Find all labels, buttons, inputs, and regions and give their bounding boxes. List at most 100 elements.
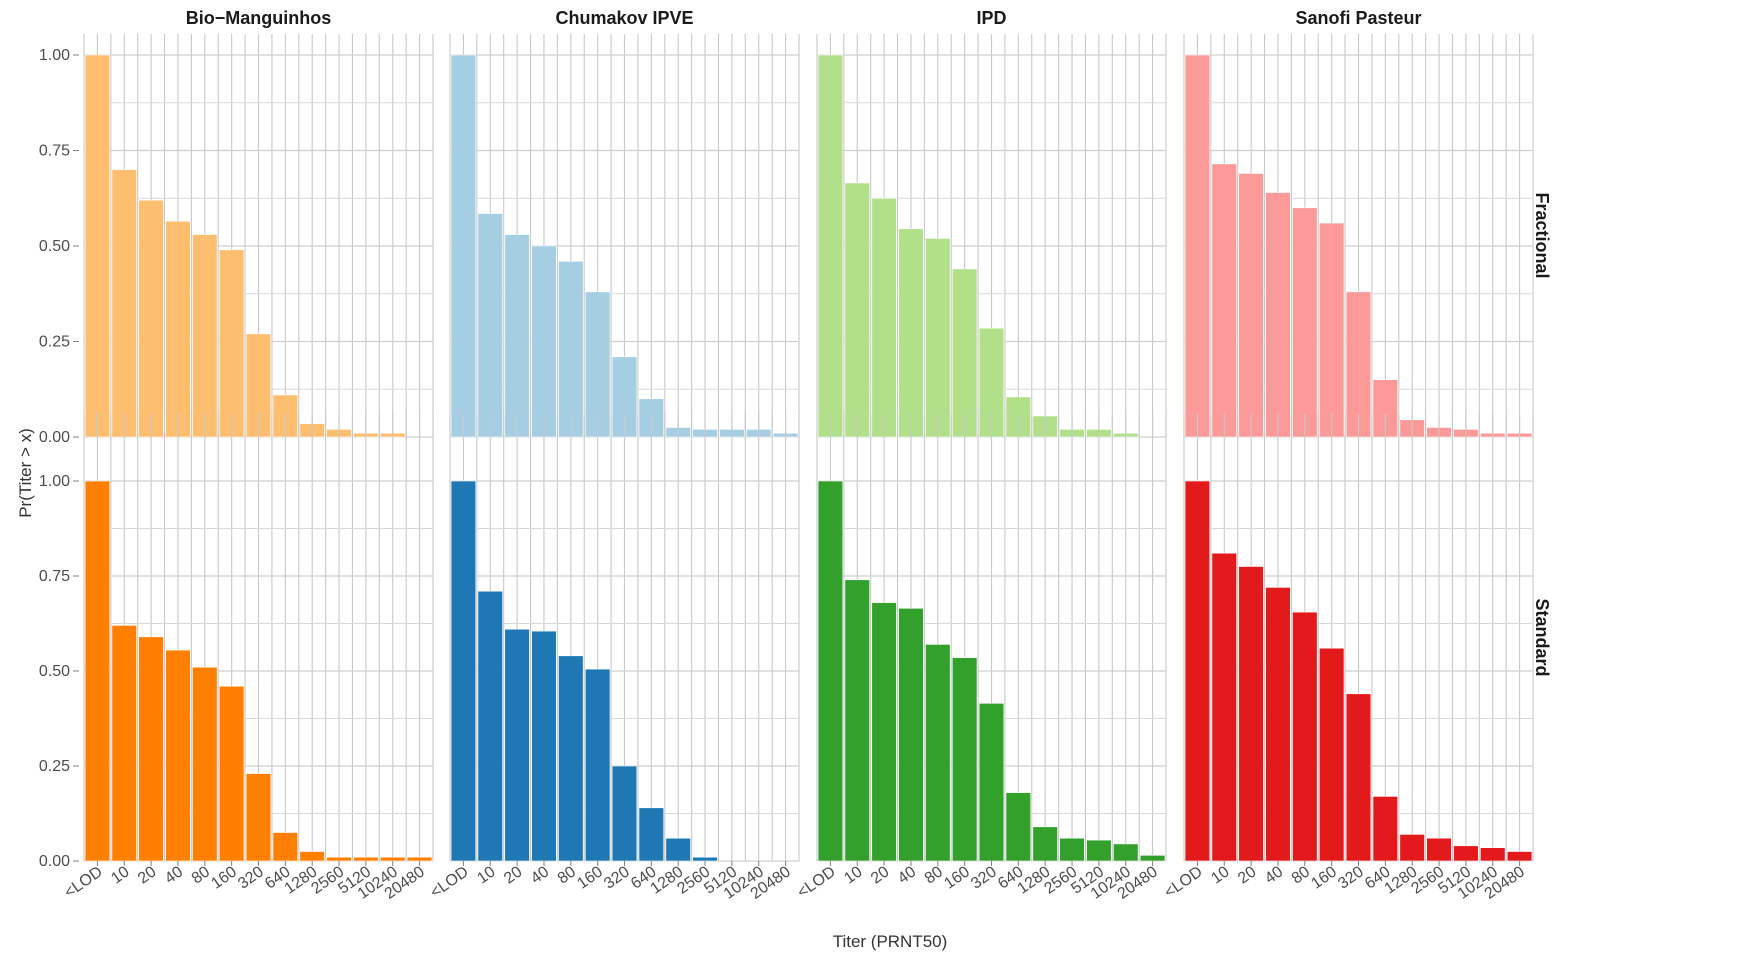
row-label-fractional: Fractional	[1532, 192, 1552, 278]
bar-ipd-standard-10240	[1113, 843, 1139, 862]
bar-chumakov-ipve-standard-160	[585, 668, 611, 862]
bar-chumakov-ipve-standard-lod	[450, 480, 477, 862]
column-title-ipd: IPD	[976, 8, 1006, 28]
bar-sanofi-pasteur-standard-5120	[1453, 845, 1479, 862]
bar-ipd-fractional-80	[925, 238, 951, 438]
y-axis-title: Pr(Titer > x)	[16, 428, 35, 518]
bar-ipd-standard-5120	[1086, 839, 1112, 862]
bar-sanofi-pasteur-standard-10	[1211, 552, 1237, 862]
bar-chumakov-ipve-fractional-40	[531, 245, 557, 438]
x-tick-label-chumakov-ipve-40: 40	[528, 863, 552, 887]
row-label-standard: Standard	[1532, 598, 1552, 676]
bar-bio-manguinhos-standard-320	[245, 773, 272, 862]
bar-sanofi-pasteur-standard-20	[1238, 566, 1264, 862]
column-title-sanofi-pasteur: Sanofi Pasteur	[1295, 8, 1421, 28]
bar-bio-manguinhos-standard-20	[138, 636, 164, 862]
bar-sanofi-pasteur-standard-10240	[1480, 847, 1506, 862]
y-tick-label-standard-0-00: 0.00	[39, 853, 70, 870]
x-tick-label-chumakov-ipve-lod: <LOD	[427, 863, 471, 901]
bar-sanofi-pasteur-standard-80	[1292, 611, 1318, 862]
x-tick-label-sanofi-pasteur-80: 80	[1289, 863, 1313, 887]
bar-chumakov-ipve-standard-1280	[665, 837, 691, 862]
y-tick-label-fractional-0-50: 0.50	[39, 238, 70, 255]
bar-bio-manguinhos-fractional-10	[111, 169, 137, 438]
bar-bio-manguinhos-fractional-80	[192, 234, 218, 438]
panel-bio-manguinhos-standard: 0.000.250.500.751.00<LOD 10 20 40 8016032064…	[39, 414, 434, 903]
y-tick-label-standard-0-25: 0.25	[39, 758, 70, 775]
bar-chumakov-ipve-fractional-10	[477, 213, 503, 438]
bar-bio-manguinhos-fractional-40	[165, 220, 191, 438]
bar-ipd-standard-20480	[1139, 854, 1166, 862]
bar-chumakov-ipve-standard-10	[477, 590, 503, 862]
x-tick-label-bio-manguinhos-20: 20	[135, 863, 159, 887]
panel-chumakov-ipve-standard: <LOD 10 20 40 801603206401280256051201024020…	[427, 414, 800, 903]
panels-layer: Bio−Manguinhos 0.00 0.25 0.50 0.75 1.00 Chumak…	[39, 8, 1552, 903]
bar-sanofi-pasteur-standard-2560	[1426, 837, 1452, 862]
bar-sanofi-pasteur-standard-20480	[1506, 851, 1533, 862]
column-title-bio-manguinhos: Bio−Manguinhos	[186, 8, 332, 28]
bar-chumakov-ipve-standard-80	[558, 655, 584, 862]
x-tick-label-chumakov-ipve-20: 20	[501, 863, 525, 887]
bar-chumakov-ipve-standard-640	[638, 807, 664, 862]
bar-sanofi-pasteur-standard-lod	[1184, 480, 1211, 862]
bar-ipd-fractional-20	[871, 197, 897, 438]
bar-bio-manguinhos-standard-640	[272, 832, 298, 862]
panel-bio-manguinhos-fractional: Bio−Manguinhos 0.00 0.25 0.50 0.75 1.00	[39, 8, 434, 446]
panel-ipd-standard: <LOD 10 20 40 801603206401280256051201024020…	[794, 414, 1167, 903]
bar-sanofi-pasteur-fractional-10	[1211, 163, 1237, 438]
y-tick-label-fractional-1-00: 1.00	[39, 47, 70, 64]
panel-sanofi-pasteur-fractional: Sanofi Pasteur Fractional	[1183, 8, 1552, 438]
bar-ipd-standard-160	[952, 657, 978, 862]
bar-sanofi-pasteur-standard-1280	[1399, 834, 1425, 862]
bar-bio-manguinhos-standard-2560	[326, 856, 352, 862]
bar-sanofi-pasteur-fractional-lod	[1184, 54, 1211, 438]
bar-ipd-fractional-40	[898, 228, 924, 438]
x-tick-label-ipd-10: 10	[841, 863, 865, 887]
bar-sanofi-pasteur-standard-320	[1345, 693, 1372, 862]
x-tick-label-bio-manguinhos-40: 40	[162, 863, 186, 887]
bar-sanofi-pasteur-standard-640	[1372, 796, 1398, 862]
bar-bio-manguinhos-standard-80	[192, 666, 218, 862]
bar-chumakov-ipve-standard-40	[531, 630, 557, 862]
bar-ipd-fractional-10	[844, 182, 870, 438]
bar-ipd-standard-10	[844, 579, 870, 862]
bar-bio-manguinhos-standard-160	[219, 685, 245, 862]
x-tick-label-ipd-lod: <LOD	[794, 863, 838, 901]
bar-sanofi-pasteur-standard-40	[1265, 587, 1291, 862]
bar-chumakov-ipve-standard-320	[611, 765, 638, 862]
x-tick-label-chumakov-ipve-80: 80	[555, 863, 579, 887]
bar-bio-manguinhos-standard-5120	[353, 856, 379, 862]
panel-sanofi-pasteur-standard: Standard<LOD 10 20 40 8016032064012802560512…	[1161, 414, 1552, 903]
bar-bio-manguinhos-fractional-160	[219, 249, 245, 438]
bar-bio-manguinhos-standard-40	[165, 649, 191, 862]
bar-chumakov-ipve-fractional-lod	[450, 54, 477, 438]
y-tick-label-fractional-0-25: 0.25	[39, 334, 70, 351]
y-tick-label-fractional-0-00: 0.00	[39, 429, 70, 446]
bar-bio-manguinhos-standard-1280	[299, 851, 325, 862]
x-tick-label-ipd-20: 20	[868, 863, 892, 887]
bar-bio-manguinhos-standard-lod	[84, 480, 111, 862]
x-tick-label-sanofi-pasteur-lod: <LOD	[1161, 863, 1205, 901]
y-tick-label-standard-0-75: 0.75	[39, 568, 70, 585]
bar-chumakov-ipve-fractional-160	[585, 291, 611, 438]
bar-ipd-standard-20	[871, 602, 897, 862]
x-tick-label-chumakov-ipve-10: 10	[474, 863, 498, 887]
x-tick-label-ipd-40: 40	[895, 863, 919, 887]
bar-ipd-standard-40	[898, 607, 924, 862]
bar-ipd-fractional-lod	[817, 54, 844, 438]
bar-chumakov-ipve-standard-20	[504, 628, 530, 862]
bar-sanofi-pasteur-standard-160	[1319, 647, 1345, 862]
bar-ipd-standard-1280	[1032, 826, 1058, 862]
bar-chumakov-ipve-fractional-20	[504, 234, 530, 438]
bar-ipd-standard-2560	[1059, 837, 1085, 862]
bar-ipd-standard-80	[925, 644, 951, 862]
column-title-chumakov-ipve: Chumakov IPVE	[555, 8, 693, 28]
bar-bio-manguinhos-standard-10	[111, 625, 137, 862]
y-tick-label-standard-1-00: 1.00	[39, 473, 70, 490]
x-axis-title: Titer (PRNT50)	[833, 932, 948, 951]
x-tick-label-ipd-80: 80	[922, 863, 946, 887]
bar-ipd-standard-640	[1005, 792, 1031, 862]
bar-bio-manguinhos-standard-10240	[380, 856, 406, 862]
